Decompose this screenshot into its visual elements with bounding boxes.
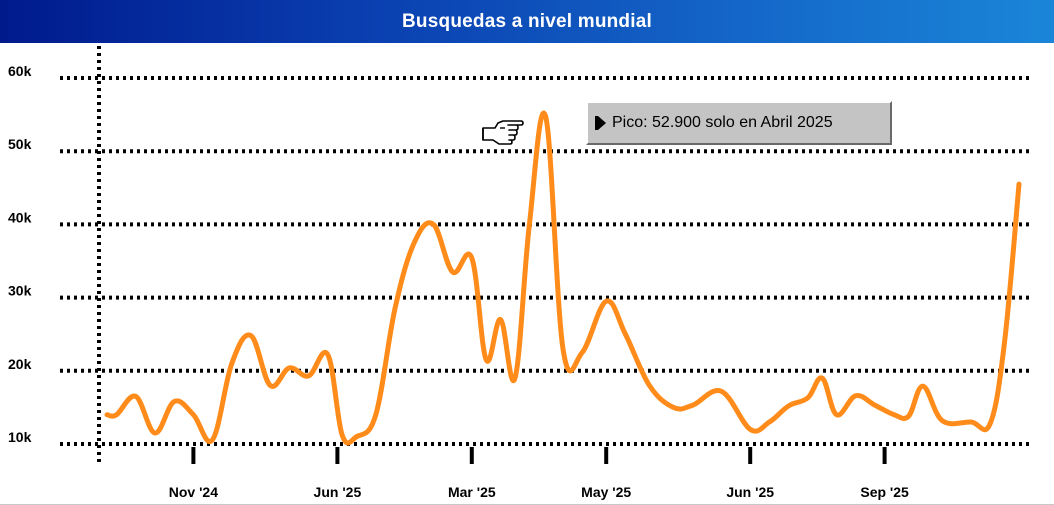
y-tick-label: 60k bbox=[8, 63, 32, 79]
y-tick-label: 10k bbox=[8, 429, 32, 445]
y-tick-label: 40k bbox=[8, 209, 32, 225]
x-tick-label: Jun '25 bbox=[726, 484, 774, 500]
y-tick-label: 30k bbox=[8, 283, 32, 299]
x-tick-label: Nov '24 bbox=[169, 484, 218, 500]
plot-area: 60k 50k 40k 30k 20k 10k Nov '24 Jun '25 Mar '25 M… bbox=[0, 43, 1054, 505]
series-line-0 bbox=[104, 110, 1022, 446]
y-tick-label: 50k bbox=[8, 136, 32, 152]
peak-tooltip: Pico: 52.900 solo en Abril 2025 bbox=[586, 101, 892, 145]
pointing-hand-icon bbox=[481, 114, 525, 150]
x-tick-label: Sep '25 bbox=[860, 484, 909, 500]
x-tick-label: Mar '25 bbox=[448, 484, 496, 500]
line-chart: 60k 50k 40k 30k 20k 10k Nov '24 Jun '25 Mar '25 M… bbox=[8, 46, 1032, 500]
x-tick-label: Jun '25 bbox=[314, 484, 362, 500]
chart-title: Busquedas a nivel mundial bbox=[402, 10, 652, 32]
chart-title-bar: Busquedas a nivel mundial bbox=[0, 0, 1054, 43]
play-arrow-icon bbox=[595, 116, 606, 130]
y-tick-label: 20k bbox=[8, 356, 32, 372]
tooltip-text: Pico: 52.900 solo en Abril 2025 bbox=[612, 114, 833, 131]
x-tick-label: May '25 bbox=[581, 484, 631, 500]
